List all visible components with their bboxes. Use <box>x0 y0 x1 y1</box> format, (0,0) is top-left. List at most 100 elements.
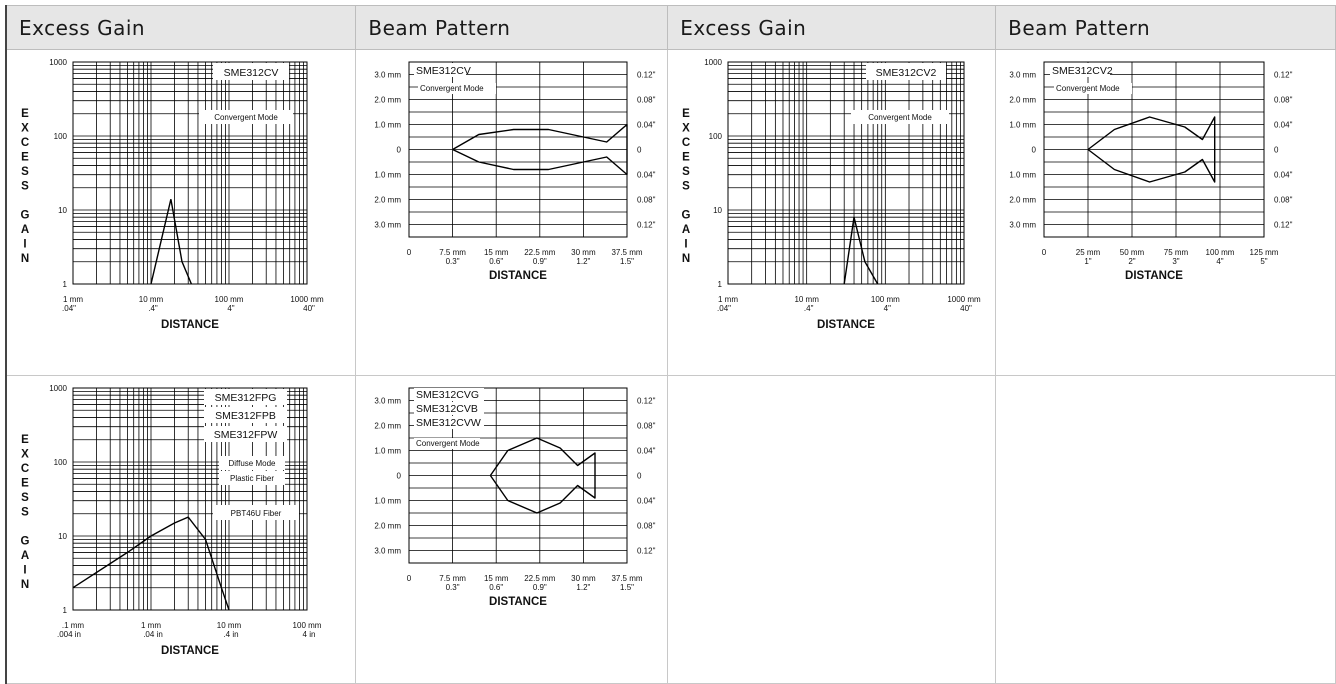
x-tick-label: 100 mm <box>871 295 900 304</box>
y-axis-title-letter: I <box>23 239 26 251</box>
y-axis-title-letter: X <box>21 123 29 135</box>
annotation-bg <box>219 471 285 485</box>
annotation-bg <box>199 110 293 124</box>
y-tick-label-right: 0.04" <box>637 121 656 130</box>
beam-pattern-curve <box>1087 116 1216 183</box>
y-tick-label-left: 1.0 mm <box>375 121 402 130</box>
y-tick-label-left: 3.0 mm <box>375 221 402 230</box>
excess-gain-curve <box>72 516 230 611</box>
annotation-bg <box>204 426 287 442</box>
y-axis-title-letter: N <box>21 253 29 265</box>
x-tick-label-inch: 4 in <box>303 630 316 639</box>
y-tick-label-right: 0.08" <box>637 522 656 531</box>
x-tick-label-inch: 0.3" <box>446 257 460 266</box>
x-tick-label: 1000 mm <box>290 295 324 304</box>
y-tick-label: 10 <box>58 206 67 215</box>
x-tick-label-inch: 0.9" <box>533 257 547 266</box>
y-tick-label-right: 0.08" <box>637 422 656 431</box>
y-tick-label-right: 0.04" <box>1274 121 1293 130</box>
y-tick-label: 1000 <box>49 384 67 393</box>
y-tick-label-left: 2.0 mm <box>375 522 402 531</box>
x-tick-label: 1000 mm <box>948 295 982 304</box>
y-tick-label-right: 0 <box>637 146 642 155</box>
cell-chart-5: 3.0 mm 2.0 mm 1.0 mm 0 1.0 mm 2.0 mm 3.0 mm 0.1… <box>355 375 669 684</box>
y-tick-label-right: 0.08" <box>637 196 656 205</box>
y-tick-label: 100 <box>54 132 68 141</box>
annotation-text: Convergent Mode <box>420 84 484 93</box>
annotation-text: SME312CV2 <box>1052 65 1113 77</box>
annotation-text: SME312CVG <box>416 389 479 401</box>
x-tick-label: 1 mm <box>141 621 161 630</box>
annotation-text: Convergent Mode <box>868 113 932 122</box>
annotation-label: SME312CV <box>213 63 289 80</box>
x-tick-label-inch: .04" <box>717 304 731 313</box>
annotation-text: Convergent Mode <box>214 113 278 122</box>
x-tick-label: 100 mm <box>293 621 322 630</box>
y-axis-title-letter: S <box>21 166 29 178</box>
y-tick-label: 100 <box>54 458 68 467</box>
x-tick-label-inch: 0.9" <box>533 583 547 592</box>
annotation-label: SME312CV2 <box>866 63 947 80</box>
annotation-bg <box>414 388 485 401</box>
cell-chart-2: 1000 100 10 1 1 mm 10 mm 100 mm 1000 mm .04" .4" 4… <box>667 49 997 376</box>
annotation-label: SME312CV <box>414 63 471 77</box>
x-tick-label: 7.5 mm <box>440 574 467 583</box>
x-tick-label-inch: 4" <box>884 304 891 313</box>
annotation-bg <box>851 110 950 124</box>
cell-chart-1: 3.0 mm 2.0 mm 1.0 mm 0 1.0 mm 2.0 mm 3.0 mm 0.1… <box>355 49 669 376</box>
x-tick-label: .1 mm <box>62 621 85 630</box>
annotation-label: Diffuse Mode <box>219 456 285 470</box>
excess-gain-chart-sme312cv: 1000 100 10 1 1 mm 10 mm 100 mm 1000 mm .04" .4" 4… <box>21 58 324 331</box>
y-tick-label-left: 0 <box>1032 146 1037 155</box>
y-tick-label-right: 0.04" <box>637 447 656 456</box>
annotation-bg <box>866 63 947 80</box>
y-tick-label-right: 0.08" <box>1274 96 1293 105</box>
annotation-text: PBT46U Fiber <box>231 509 282 518</box>
annotation-label: Convergent Mode <box>414 438 481 449</box>
x-tick-label: 0 <box>1042 248 1047 257</box>
beam-pattern-chart-sme312cv2: 3.0 mm 2.0 mm 1.0 mm 0 1.0 mm 2.0 mm 3.0 mm 0.1… <box>1009 61 1293 282</box>
y-axis-title-letter: G <box>21 210 30 222</box>
y-tick-label-left: 3.0 mm <box>375 71 402 80</box>
header-excess-gain-2: Excess Gain <box>667 5 997 50</box>
cell-chart-3: 3.0 mm 2.0 mm 1.0 mm 0 1.0 mm 2.0 mm 3.0 mm 0.1… <box>995 49 1336 376</box>
y-tick-label-left: 1.0 mm <box>1009 121 1036 130</box>
spec-table: Excess Gain Beam Pattern Excess Gain Bea… <box>5 5 1336 684</box>
x-tick-label-inch: .4" <box>804 304 814 313</box>
y-tick-label: 1000 <box>49 58 67 67</box>
x-tick-label-inch: .4" <box>148 304 158 313</box>
annotation-label: Plastic Fiber <box>219 471 285 485</box>
annotation-label: SME312FPW <box>204 426 287 442</box>
cell-chart-0: 1000 100 10 1 1 mm 10 mm 100 mm 1000 mm .04" .4" 4… <box>5 49 357 376</box>
x-tick-label: 10 mm <box>217 621 242 630</box>
x-tick-label-inch: 5" <box>1260 257 1267 266</box>
x-tick-label: 75 mm <box>1164 248 1189 257</box>
x-tick-label-inch: .4 in <box>223 630 238 639</box>
x-tick-label: 30 mm <box>572 574 597 583</box>
y-tick-label-left: 1.0 mm <box>375 447 402 456</box>
annotation-label: SME312FPB <box>204 407 287 423</box>
beam-pattern-curve <box>452 123 629 176</box>
excess-gain-chart-sme312cv2: 1000 100 10 1 1 mm 10 mm 100 mm 1000 mm .04" .4" 4… <box>682 58 982 331</box>
y-tick-label-right: 0.12" <box>1274 71 1293 80</box>
annotation-bg <box>414 402 485 415</box>
x-tick-label: 125 mm <box>1250 248 1279 257</box>
plot-frame <box>72 61 308 285</box>
x-axis-title: DISTANCE <box>817 319 875 331</box>
y-tick-label: 1000 <box>704 58 722 67</box>
y-tick-label-left: 3.0 mm <box>375 547 402 556</box>
x-tick-label: 0 <box>407 574 412 583</box>
x-tick-label-inch: .004 in <box>57 630 81 639</box>
x-tick-label: 10 mm <box>139 295 164 304</box>
annotation-label: SME312CV2 <box>1050 63 1113 77</box>
annotation-text: SME312CV <box>224 67 279 79</box>
annotation-text: Convergent Mode <box>416 439 480 448</box>
annotation-label: SME312FPG <box>204 389 287 405</box>
y-axis-title-letter: I <box>23 565 26 577</box>
y-axis-title-letter: C <box>682 137 690 149</box>
x-tick-label-inch: 1.5" <box>620 583 634 592</box>
header-beam-pattern-1: Beam Pattern <box>355 5 669 50</box>
annotation-bg <box>418 83 497 94</box>
x-tick-label: 22.5 mm <box>525 574 556 583</box>
y-tick-label-right: 0.04" <box>637 171 656 180</box>
